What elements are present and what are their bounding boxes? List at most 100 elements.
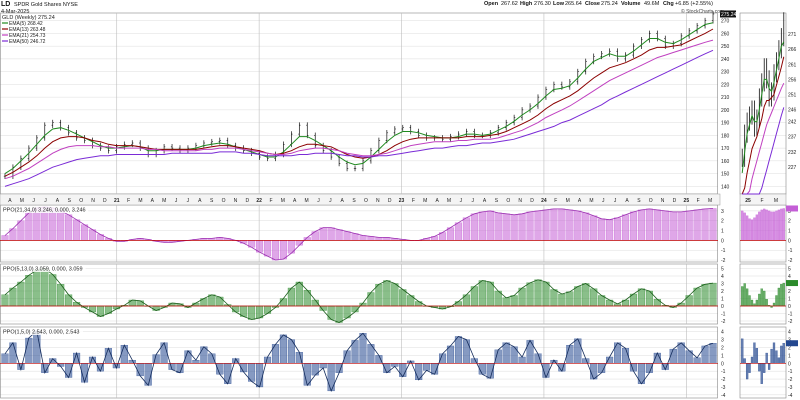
ppo-line <box>4 268 714 323</box>
x-tick-label: A <box>8 198 12 204</box>
panel-frame-zoom <box>739 263 787 325</box>
ppo-histogram-bar-zoom <box>780 345 783 364</box>
ppo-histogram-bar-zoom <box>741 338 744 364</box>
last-price-tag <box>720 10 736 18</box>
y-tick-label: -2 <box>721 258 726 264</box>
ppo-histogram-bar <box>232 305 240 313</box>
y-tick-label-zoom: -2 <box>788 377 793 383</box>
x-tick-label: J <box>44 198 47 204</box>
ppo-histogram-bar <box>423 363 431 371</box>
ppo-histogram-bar <box>454 222 462 241</box>
ppo-histogram-bar-zoom <box>748 218 751 241</box>
ppo-histogram-bar <box>65 214 73 241</box>
ppo-histogram-bar <box>271 240 279 261</box>
legend-entry: EMA(13) 263.48 <box>9 27 46 33</box>
ppo-histogram-bar <box>661 210 669 241</box>
ppo-title-bg <box>1 265 86 272</box>
x-tick-label: 25 <box>684 198 690 204</box>
y-tick-label: 3 <box>721 209 724 215</box>
ppo-histogram-bar-zoom <box>758 363 761 372</box>
ema-line-3 <box>4 39 714 180</box>
high-label: High <box>520 1 533 7</box>
y-tick-label-zoom: 0 <box>788 361 791 367</box>
panel-frame-zoom <box>739 326 787 399</box>
x-tick-label: A <box>151 198 155 204</box>
x-tick-label: J <box>32 198 35 204</box>
x-tick-label: O <box>364 198 368 204</box>
ppo-histogram-bar <box>653 299 661 307</box>
ppo-histogram-bar <box>550 289 558 307</box>
ppo-histogram-bar <box>136 300 144 307</box>
y-tick-label-zoom: -1 <box>788 369 793 375</box>
x-tick-label: J <box>175 198 178 204</box>
y-tick-label: 3 <box>721 338 724 344</box>
ema-line-4 <box>4 49 714 187</box>
ppo-histogram-bar <box>263 240 272 257</box>
y-tick-label: 0 <box>721 304 724 310</box>
x-tick-label: A <box>435 198 439 204</box>
ppo-histogram-bar <box>518 356 526 364</box>
ppo-histogram-bar-zoom <box>775 210 778 241</box>
x-tick-label: A <box>341 198 345 204</box>
ppo-histogram-bar <box>1 235 9 241</box>
ppo-histogram-bar-zoom <box>758 293 761 307</box>
ppo-histogram-bar <box>677 342 685 364</box>
x-tick-label: M <box>138 198 142 204</box>
x-tick-label: F <box>412 198 415 204</box>
x-tick-label: O <box>649 198 653 204</box>
ppo-histogram-bar <box>1 294 9 307</box>
y-tick-label: 150 <box>721 172 730 178</box>
x-tick-label-zoom: F <box>760 198 763 204</box>
y-tick-label: 200 <box>721 108 730 114</box>
ppo-histogram-bar <box>41 268 49 307</box>
ppo-histogram-bar-zoom <box>780 284 783 307</box>
ppo-histogram-bar <box>383 280 391 307</box>
y-tick-label: 190 <box>721 121 730 127</box>
ppo-histogram-bar <box>17 281 25 307</box>
y-tick-label-zoom: 0 <box>788 304 791 310</box>
ppo-histogram-bar <box>439 353 447 364</box>
x-tick-label: D <box>673 198 677 204</box>
y-tick-label: 5 <box>721 267 724 273</box>
ppo-histogram-bar <box>645 363 653 373</box>
y-tick-label: 270 <box>721 19 730 25</box>
y-tick-label-zoom: 0 <box>788 238 791 244</box>
ppo-histogram-bar-zoom <box>767 363 771 370</box>
ppo-histogram-bar <box>375 355 383 364</box>
ppo-histogram-bar <box>375 237 383 241</box>
y-tick-label: 260 <box>721 31 730 37</box>
ppo-histogram-bar <box>645 208 653 241</box>
y-tick-label: 160 <box>721 159 730 165</box>
x-tick-label: F <box>554 198 557 204</box>
ppo-histogram-bar <box>574 338 582 364</box>
open-label: Open <box>484 1 499 7</box>
ppo-histogram-bar <box>709 208 717 241</box>
x-tick-label: S <box>352 198 356 204</box>
x-tick-label: F <box>269 198 272 204</box>
ppo-histogram-bar-zoom <box>760 209 763 241</box>
ppo-histogram-bar <box>25 275 33 307</box>
ppo-histogram-bar <box>399 289 407 307</box>
ppo-histogram-bar-zoom <box>765 352 768 364</box>
x-tick-label: J <box>614 198 617 204</box>
ppo-histogram-bar-zoom <box>765 209 768 241</box>
y-tick-label: 1 <box>721 229 724 235</box>
ppo-histogram-bar-zoom <box>777 287 781 307</box>
ppo-last-value-tag <box>786 205 798 212</box>
ppo-line <box>4 206 714 261</box>
ppo-histogram-bar-zoom <box>750 299 754 307</box>
ppo-histogram-bar-zoom <box>777 357 781 364</box>
ppo-histogram-bar-zoom <box>745 215 749 241</box>
ppo-histogram-bar <box>637 209 645 241</box>
ema-line-1 <box>4 22 714 175</box>
x-tick-label: D <box>245 198 249 204</box>
ema-line-zoom-1 <box>741 41 785 173</box>
ppo-histogram-bar <box>669 211 677 241</box>
ppo-title: PPO(5,13,0) 3.059, 0.000, 3.059 <box>3 267 83 273</box>
ppo-histogram-bar <box>351 233 359 241</box>
ppo-histogram-bar <box>279 240 287 260</box>
x-tick-label: M <box>305 198 309 204</box>
ppo-histogram-bar <box>327 305 335 320</box>
chg-value: +6.85 (+2.55%) <box>675 1 713 7</box>
x-tick-label: A <box>483 198 487 204</box>
